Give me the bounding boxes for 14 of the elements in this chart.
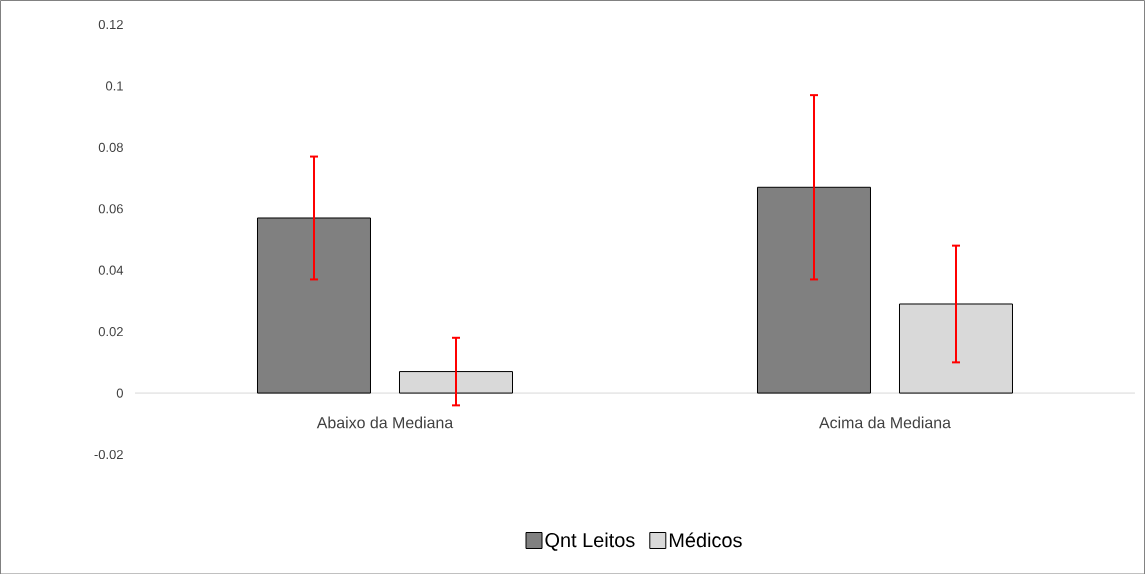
y-tick-label: 0.1 [105, 81, 123, 91]
y-tick-label: 0 [116, 388, 123, 398]
y-tick-label: 0.06 [98, 203, 123, 214]
legend-label: Médicos [669, 532, 742, 548]
x-tick-label: Acima da Mediana [819, 416, 951, 429]
y-tick-label: 0.12 [98, 19, 123, 29]
x-tick-label: Abaixo da Mediana [316, 416, 454, 429]
bar [756, 186, 871, 394]
y-tick-label: 0.08 [98, 142, 123, 152]
y-tick-label: 0.04 [98, 265, 124, 275]
y-tick-label: -0.02 [94, 449, 123, 459]
y-tick-label: 0.02 [98, 326, 123, 336]
legend-label: Qnt Leitos [545, 532, 635, 551]
bar [257, 217, 371, 394]
